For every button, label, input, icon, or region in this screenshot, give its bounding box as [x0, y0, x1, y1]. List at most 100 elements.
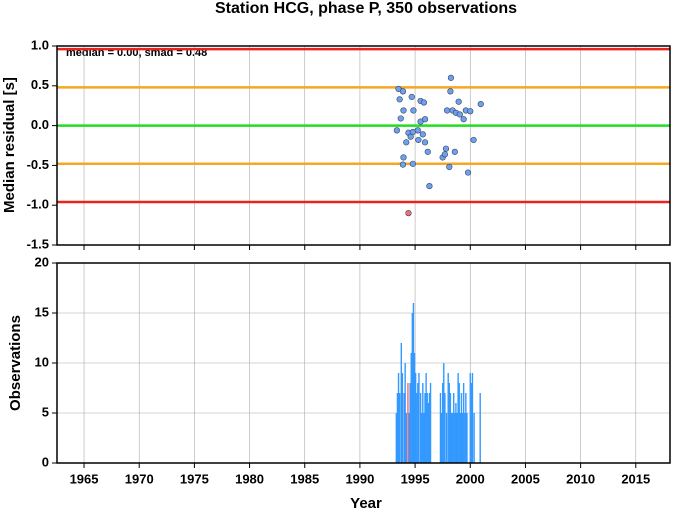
- y-tick-label: 20: [35, 254, 49, 269]
- bar: [429, 383, 432, 463]
- bar: [422, 383, 424, 463]
- point: [399, 161, 407, 168]
- bar: [423, 413, 425, 463]
- y-tick-label: 0: [42, 454, 49, 469]
- bar: [457, 373, 459, 463]
- bar: [458, 383, 460, 463]
- bar: [469, 373, 471, 463]
- x-tick-label: 2010: [566, 471, 595, 486]
- point: [477, 101, 484, 108]
- bar: [451, 413, 454, 463]
- bar: [470, 383, 473, 463]
- y-tick-label: 0.5: [31, 77, 49, 92]
- point: [421, 139, 429, 146]
- bar: [408, 413, 410, 463]
- bar: [450, 413, 453, 463]
- bar: [454, 413, 456, 463]
- bar: [426, 393, 428, 463]
- bar: [409, 383, 411, 463]
- bar: [479, 393, 481, 463]
- point: [399, 88, 407, 95]
- y-axis-label: Observations: [7, 315, 24, 411]
- y-tick-label: 0.0: [31, 117, 49, 132]
- bar: [464, 413, 466, 463]
- bar: [455, 403, 457, 463]
- point: [442, 145, 450, 152]
- point: [396, 96, 403, 103]
- point: [414, 127, 421, 134]
- point: [447, 88, 454, 95]
- bar: [439, 393, 442, 463]
- panel: 1.0 0.5 0.0 -0.5 -1.0 -1.5: [27, 37, 671, 251]
- chart-title: Station HCG, phase P, 350 observations: [215, 0, 517, 17]
- point: [419, 131, 426, 138]
- bar: [414, 373, 417, 463]
- point: [455, 98, 462, 105]
- point: [467, 108, 474, 115]
- y-tick-label: -1.0: [27, 197, 49, 212]
- x-tick-label: 1975: [180, 471, 209, 486]
- x-tick-label: 2015: [621, 471, 650, 486]
- bar: [428, 393, 431, 463]
- y-tick-label: 5: [42, 404, 49, 419]
- point: [424, 148, 431, 155]
- bar: [453, 393, 455, 463]
- bar: [413, 353, 416, 463]
- bar: [405, 413, 407, 463]
- bar: [416, 393, 418, 463]
- bar: [418, 373, 420, 463]
- x-tick-label: 1970: [125, 471, 154, 486]
- y-tick-label: 10: [35, 354, 49, 369]
- bar: [397, 373, 400, 463]
- bar: [443, 363, 445, 463]
- bar: [473, 413, 475, 463]
- bar: [412, 303, 415, 463]
- bar: [407, 383, 409, 463]
- bar: [427, 403, 430, 463]
- bar: [421, 413, 423, 463]
- point: [470, 136, 477, 144]
- panel: 1965 1970 1975 1980 1985 1990 1995 2000 2005 2010…: [35, 254, 671, 486]
- x-tick-label: 1980: [235, 471, 264, 486]
- bar: [447, 373, 449, 463]
- x-tick-label: 2005: [511, 471, 540, 486]
- bar: [425, 373, 427, 463]
- point: [421, 116, 429, 123]
- point: [441, 151, 448, 158]
- bar: [466, 413, 468, 463]
- bar: [417, 383, 419, 463]
- bar: [456, 413, 458, 463]
- y-tick-label: 15: [35, 304, 49, 319]
- point: [460, 116, 467, 123]
- x-tick-label: 1965: [70, 471, 99, 486]
- bar: [459, 413, 462, 463]
- y-axis-label: Median residual [s]: [1, 77, 18, 213]
- point: [403, 139, 410, 146]
- bar: [444, 393, 446, 463]
- point: [400, 107, 407, 114]
- plot-frame: [56, 45, 671, 246]
- point: [420, 99, 428, 106]
- bar: [398, 393, 401, 463]
- bar: [401, 373, 404, 463]
- point: [415, 136, 422, 144]
- bar: [445, 413, 448, 463]
- bar: [396, 393, 399, 463]
- bar: [471, 373, 474, 463]
- x-tick-label: 1990: [345, 471, 374, 486]
- bar: [462, 383, 465, 463]
- bar: [411, 313, 414, 463]
- y-tick-label: -0.5: [27, 157, 49, 172]
- point: [410, 107, 417, 114]
- bar: [424, 393, 426, 463]
- point: [408, 93, 415, 101]
- bar: [395, 413, 398, 463]
- point: [451, 148, 458, 155]
- bar: [441, 383, 444, 463]
- y-tick-label: -1.5: [27, 236, 49, 251]
- bar: [465, 393, 467, 463]
- plot-frame: [56, 262, 671, 464]
- bar: [410, 353, 412, 463]
- bar: [461, 413, 464, 463]
